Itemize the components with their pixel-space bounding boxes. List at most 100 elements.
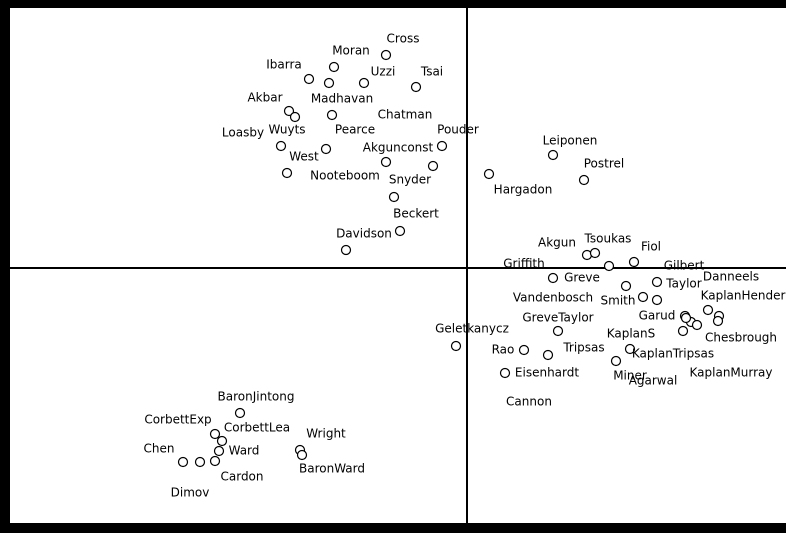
- point-label: Chesbrough: [705, 331, 777, 345]
- point-label: Uzzi: [371, 65, 396, 79]
- point-label: KaplanHender: [701, 289, 786, 303]
- point-label: Snyder: [389, 173, 431, 187]
- point-label: Greve: [564, 271, 600, 285]
- point-label: Vandenbosch: [513, 291, 593, 305]
- point-label: Hargadon: [494, 183, 553, 197]
- point: [326, 109, 338, 121]
- point-label: Fiol: [641, 240, 661, 254]
- point: [216, 435, 228, 447]
- point-label: Nooteboom: [310, 169, 380, 183]
- point: [547, 149, 559, 161]
- point: [340, 244, 352, 256]
- point-label: Garud: [639, 309, 676, 323]
- point: [388, 191, 400, 203]
- point: [323, 77, 335, 89]
- point: [177, 456, 189, 468]
- point-label: Loasby: [222, 126, 264, 140]
- point-label: West: [289, 150, 319, 164]
- point-label: Rao: [492, 343, 515, 357]
- point-label: Wright: [306, 427, 346, 441]
- point: [328, 61, 340, 73]
- point-label: Smith: [601, 294, 636, 308]
- point-label: Tripsas: [562, 341, 604, 355]
- point-label: Moran: [332, 44, 370, 58]
- point: [499, 367, 511, 379]
- point: [283, 105, 295, 117]
- point-label: Dimov: [171, 486, 210, 500]
- point-label: Gilbert: [664, 259, 705, 273]
- point-label: Taylor: [665, 277, 701, 291]
- point: [610, 355, 622, 367]
- point: [213, 445, 225, 457]
- point: [547, 272, 559, 284]
- point: [542, 349, 554, 361]
- point: [194, 456, 206, 468]
- point: [436, 140, 448, 152]
- point: [637, 291, 649, 303]
- point-label: Agarwal: [629, 374, 678, 388]
- point-label: Tsoukas: [584, 232, 632, 246]
- point-label: CorbettLea: [224, 421, 290, 435]
- point: [651, 276, 663, 288]
- point: [680, 312, 692, 324]
- point-label: Akgun: [538, 236, 576, 250]
- point-label: Wuyts: [268, 123, 305, 137]
- point-label: CorbettExp: [144, 413, 211, 427]
- point: [483, 168, 495, 180]
- point-label: KaplanTripsas: [632, 347, 714, 361]
- point: [628, 256, 640, 268]
- point: [603, 260, 615, 272]
- point-label: Griffith: [503, 257, 544, 271]
- point-label: Chatman: [378, 108, 433, 122]
- point-label: KaplanS: [607, 327, 656, 341]
- point: [358, 77, 370, 89]
- point-label: Ibarra: [266, 58, 302, 72]
- point: [620, 280, 632, 292]
- point-label: Miner: [613, 369, 647, 383]
- point-label: Pearce: [335, 123, 375, 137]
- point: [380, 49, 392, 61]
- point: [651, 294, 663, 306]
- point-label: Cross: [387, 32, 420, 46]
- point: [518, 344, 530, 356]
- point-label: Geletkanycz: [435, 322, 509, 336]
- point: [677, 325, 689, 337]
- point-label: Ward: [229, 444, 260, 458]
- point: [209, 428, 221, 440]
- point: [275, 140, 287, 152]
- point: [552, 325, 564, 337]
- point-label: KaplanMurray: [690, 366, 773, 380]
- point-label: Tsai: [420, 65, 443, 79]
- point: [380, 156, 392, 168]
- point-label: Pouder: [437, 123, 479, 137]
- point-label: Akgunconst: [363, 141, 434, 155]
- point: [320, 143, 332, 155]
- point-label: Madhavan: [311, 92, 373, 106]
- point-label: Davidson: [336, 227, 392, 241]
- point: [712, 315, 724, 327]
- point-label: BaronJintong: [218, 390, 295, 404]
- point-label: Akbar: [247, 91, 282, 105]
- point: [410, 81, 422, 93]
- point: [209, 455, 221, 467]
- point: [427, 160, 439, 172]
- point-label: GreveTaylor: [522, 311, 593, 325]
- point: [303, 73, 315, 85]
- point: [624, 343, 636, 355]
- point-label: Postrel: [584, 157, 625, 171]
- point: [234, 407, 246, 419]
- point: [691, 319, 703, 331]
- point: [702, 304, 714, 316]
- point: [394, 225, 406, 237]
- plot-area: [10, 8, 786, 523]
- point: [589, 247, 601, 259]
- point: [281, 167, 293, 179]
- point-label: Leiponen: [543, 134, 598, 148]
- point: [450, 340, 462, 352]
- point-label: Beckert: [393, 207, 439, 221]
- point-label: Chen: [144, 442, 175, 456]
- point-label: Cardon: [220, 470, 263, 484]
- point: [296, 449, 308, 461]
- point-label: Danneels: [703, 270, 759, 284]
